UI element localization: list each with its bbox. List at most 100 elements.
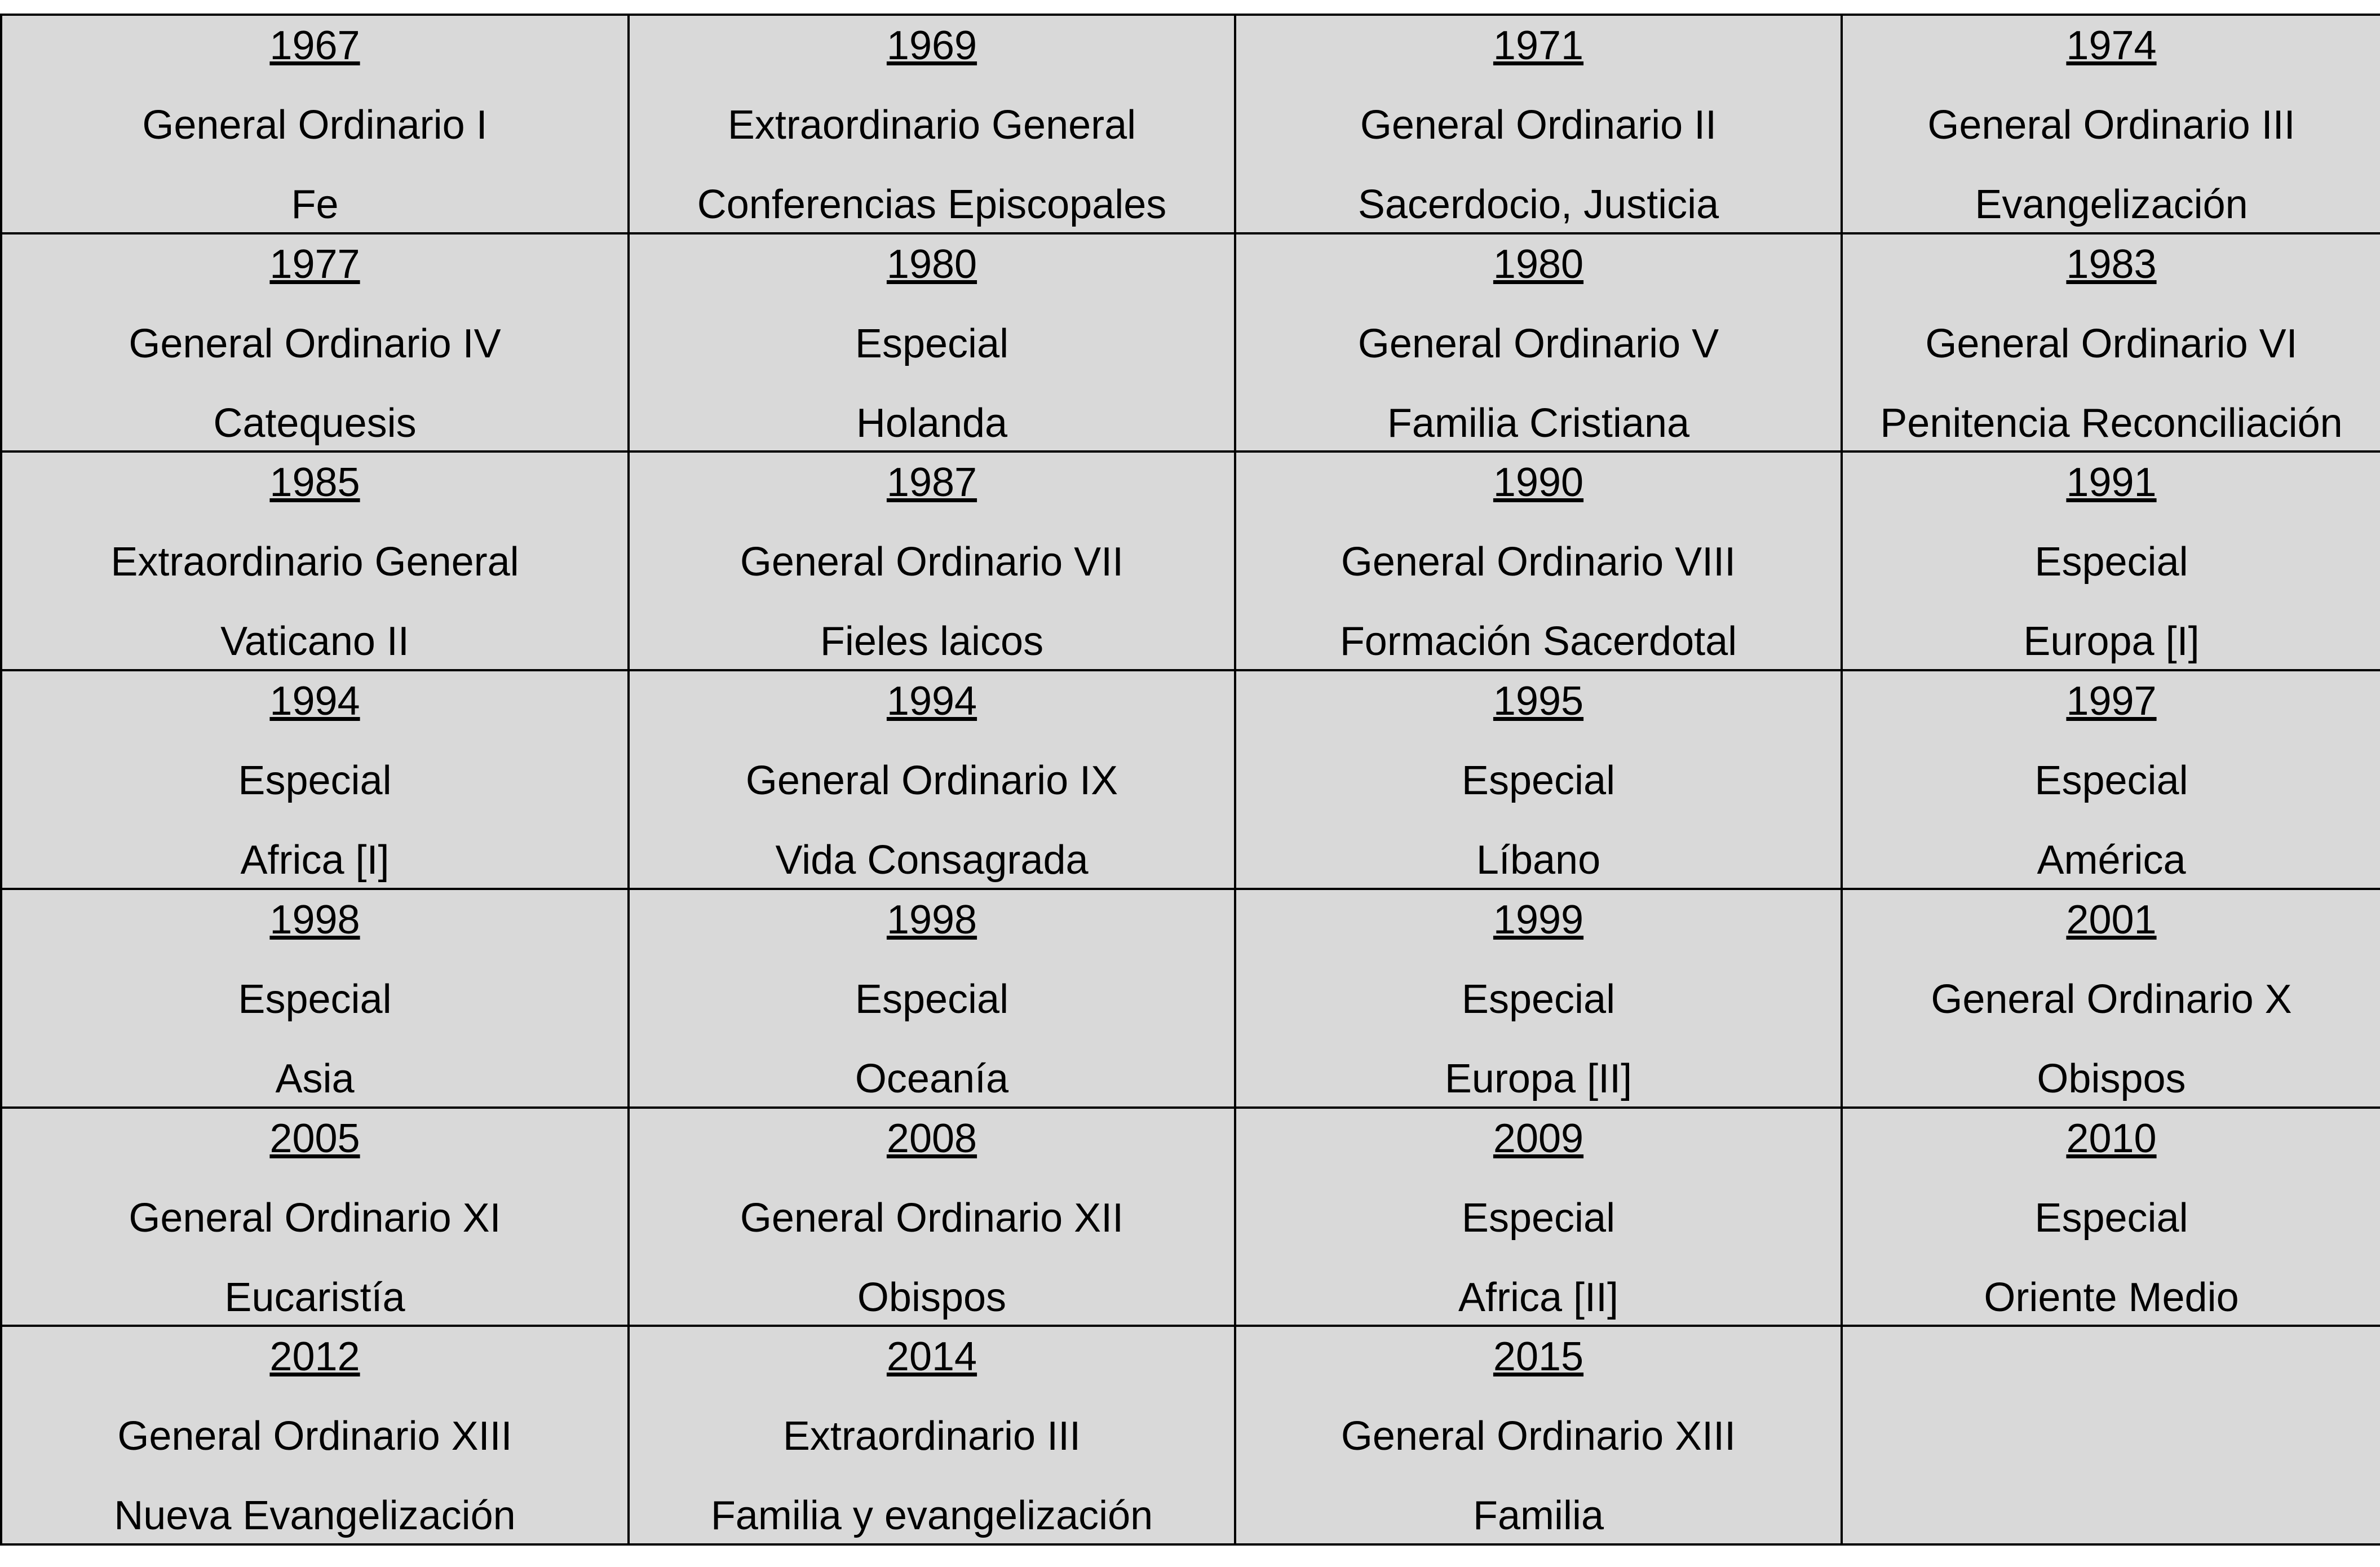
synod-year: 1969 (886, 23, 977, 68)
synod-type: General Ordinario I (142, 103, 488, 148)
synod-type: Especial (1461, 976, 1616, 1022)
synod-cell-content: 2010 Especial Oriente Medio (1844, 1110, 2379, 1323)
synod-type: Especial (2034, 539, 2188, 585)
synod-cell: 1991 Especial Europa [I] (1841, 450, 2380, 672)
synod-cell: 1994 General Ordinario IX Vida Consagrada (627, 669, 1236, 890)
synod-type: Especial (2034, 758, 2188, 804)
synod-year: 1998 (269, 897, 360, 942)
synod-cell: 1998 Especial Oceanía (627, 887, 1236, 1109)
synod-topic: Conferencias Episcopales (697, 182, 1167, 227)
synod-year: 2015 (1493, 1334, 1584, 1380)
synod-cell: 1985 Extraordinario General Vaticano II (0, 450, 630, 672)
synod-cell: 1969 Extraordinario General Conferencias E… (627, 14, 1236, 234)
table-row: 1977 General Ordinario IV Catequesis 1980 Es… (0, 232, 2380, 453)
synod-topic: Familia Cristiana (1387, 400, 1690, 446)
synod-cell-content: 1980 Especial Holanda (631, 236, 1233, 449)
synod-cell-content: 1994 General Ordinario IX Vida Consagrada (631, 672, 1233, 886)
synod-topic: Evangelización (1975, 182, 2248, 227)
synod-cell: 1998 Especial Asia (0, 887, 630, 1109)
synod-year: 2005 (269, 1116, 360, 1161)
synod-cell-content: 1971 General Ordinario II Sacerdocio, Just… (1237, 17, 1839, 230)
synod-cell-content: 2005 General Ordinario XI Eucaristía (3, 1110, 626, 1323)
synod-cell-content: 1999 Especial Europa [II] (1237, 891, 1839, 1104)
synod-topic: Líbano (1476, 838, 1601, 883)
synod-topic: Holanda (856, 400, 1008, 446)
synod-type: General Ordinario XI (129, 1195, 501, 1241)
synod-year: 1994 (269, 679, 360, 724)
synod-type: Especial (238, 758, 392, 804)
synod-cell-content: 1967 General Ordinario I Fe (3, 17, 626, 230)
synod-year: 2009 (1493, 1116, 1584, 1161)
synod-topic: Europa [I] (2023, 619, 2200, 665)
synod-cell-content: 1990 General Ordinario VIII Formación Sace… (1237, 454, 1839, 667)
synod-type: Extraordinario III (782, 1414, 1081, 1459)
synod-cell: 1994 Especial Africa [I] (0, 669, 630, 890)
synod-cell-content: 1983 General Ordinario VI Penitencia Recon… (1844, 236, 2379, 449)
synod-cell-content: 2009 Especial Africa [II] (1237, 1110, 1839, 1323)
synod-type: Especial (855, 321, 1009, 366)
synod-cell: 2009 Especial Africa [II] (1234, 1106, 1843, 1327)
table-row: 2005 General Ordinario XI Eucaristía 2008 Ge… (0, 1106, 2380, 1327)
synod-year: 1985 (269, 460, 360, 506)
table-row: 1985 Extraordinario General Vaticano II 198… (0, 450, 2380, 672)
synod-type: Especial (2034, 1195, 2188, 1241)
synod-cell: 2012 General Ordinario XIII Nueva Evangeli… (0, 1325, 630, 1546)
synod-topic: Europa [II] (1444, 1056, 1633, 1101)
synod-cell-content: 2015 General Ordinario XIII Familia (1237, 1328, 1839, 1541)
synod-type: Especial (855, 976, 1009, 1022)
synod-topic: Asia (275, 1056, 355, 1101)
synod-cell-content: 1994 Especial Africa [I] (3, 672, 626, 886)
synod-type: General Ordinario XII (740, 1195, 1124, 1241)
synod-type: General Ordinario XIII (1341, 1414, 1736, 1459)
synod-topic: Obispos (2037, 1056, 2186, 1101)
synod-topic: Vida Consagrada (775, 838, 1089, 883)
synod-cell-content: 1985 Extraordinario General Vaticano II (3, 454, 626, 667)
synod-year: 1994 (886, 679, 977, 724)
synod-year: 2012 (269, 1334, 360, 1380)
synod-topic: Oriente Medio (1984, 1274, 2239, 1320)
synod-cell-content: 1997 Especial América (1844, 672, 2379, 886)
synod-type: Especial (1461, 1195, 1616, 1241)
synod-type: General Ordinario X (1931, 976, 2292, 1022)
synod-topic: América (2037, 838, 2186, 883)
synod-type: General Ordinario IX (745, 758, 1118, 804)
synod-year: 2008 (886, 1116, 977, 1161)
synod-cell: 2008 General Ordinario XII Obispos (627, 1106, 1236, 1327)
synod-topic: Familia (1472, 1493, 1604, 1539)
synod-cell: 1983 General Ordinario VI Penitencia Recon… (1841, 232, 2380, 453)
synod-year: 1999 (1493, 897, 1584, 942)
synod-year: 2014 (886, 1334, 977, 1380)
synod-cell: 1990 General Ordinario VIII Formación Sace… (1234, 450, 1843, 672)
synod-year: 1971 (1493, 23, 1584, 68)
synod-cell: 2010 Especial Oriente Medio (1841, 1106, 2380, 1327)
synod-year: 1995 (1493, 679, 1584, 724)
table-row: 1994 Especial Africa [I] 1994 General Ordina… (0, 669, 2380, 890)
synod-year: 2010 (2066, 1116, 2157, 1161)
table-row: 1967 General Ordinario I Fe 1969 Extraordina… (0, 14, 2380, 234)
synod-topic: Fe (291, 182, 339, 227)
synod-type: Especial (1461, 758, 1616, 804)
synod-type: General Ordinario VI (1925, 321, 2298, 366)
synod-type: General Ordinario II (1360, 103, 1717, 148)
synod-table-body: 1967 General Ordinario I Fe 1969 Extraordina… (0, 14, 2380, 1546)
synod-cell: 2014 Extraordinario III Familia y evangeli… (627, 1325, 1236, 1546)
synod-table: 1967 General Ordinario I Fe 1969 Extraordina… (0, 14, 2380, 1546)
synod-cell-content (1844, 1328, 2379, 1541)
synod-year: 2001 (2066, 897, 2157, 942)
synod-cell: 1980 Especial Holanda (627, 232, 1236, 453)
synod-topic: Nueva Evangelización (114, 1493, 516, 1539)
synod-cell-content: 1991 Especial Europa [I] (1844, 454, 2379, 667)
synod-year: 1974 (2066, 23, 2157, 68)
synod-cell: 1967 General Ordinario I Fe (0, 14, 630, 234)
table-row: 2012 General Ordinario XIII Nueva Evangeli… (0, 1325, 2380, 1546)
synod-type: General Ordinario IV (129, 321, 501, 366)
synod-topic: Africa [II] (1458, 1274, 1619, 1320)
synod-year: 1990 (1493, 460, 1584, 506)
synod-cell-content: 1974 General Ordinario III Evangelización (1844, 17, 2379, 230)
synod-topic: Vaticano II (220, 619, 409, 665)
synod-topic: Catequesis (213, 400, 417, 446)
synod-cell: 1995 Especial Líbano (1234, 669, 1843, 890)
synod-year: 1980 (1493, 241, 1584, 287)
synod-cell: 1987 General Ordinario VII Fieles laicos (627, 450, 1236, 672)
table-row: 1998 Especial Asia 1998 Especial Oceanía 1999 E… (0, 887, 2380, 1109)
